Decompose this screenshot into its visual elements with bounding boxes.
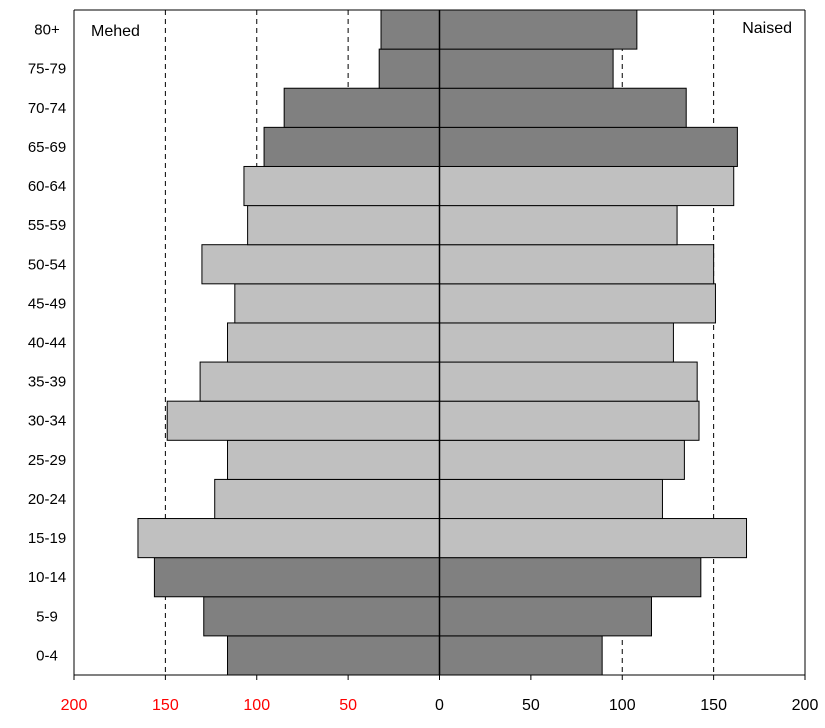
category-label: 45-49 <box>28 295 66 312</box>
bar-right <box>439 439 685 480</box>
bar-left <box>137 518 440 559</box>
legend-left-label: Mehed <box>91 23 140 40</box>
bar-left <box>380 9 440 50</box>
category-label: 5-9 <box>36 608 58 625</box>
x-tick-label: 50 <box>339 697 357 714</box>
bar-left <box>378 48 441 89</box>
bar-right <box>439 518 748 559</box>
category-label: 70-74 <box>28 100 66 117</box>
category-label: 10-14 <box>28 569 66 586</box>
bar-left <box>153 557 440 598</box>
category-label: 55-59 <box>28 217 66 234</box>
axes-group <box>73 9 806 676</box>
category-label: 0-4 <box>36 647 58 664</box>
category-label: 20-24 <box>28 491 66 508</box>
bar-left <box>214 478 440 520</box>
category-label: 60-64 <box>28 178 66 195</box>
bar-left <box>283 87 440 128</box>
bars-group <box>137 9 748 676</box>
x-tick-label: 100 <box>243 697 270 714</box>
category-label: 65-69 <box>28 139 66 156</box>
bar-left <box>234 283 440 324</box>
x-tick-labels: 200 150 100 50 0 50 100 150 200 <box>61 675 819 714</box>
bar-right <box>439 596 652 637</box>
category-labels: 0-4 5-9 10-14 15-19 20-24 25-29 30-34 35-39 40-4… <box>28 22 66 665</box>
bar-right <box>439 400 700 441</box>
bar-left <box>227 322 440 363</box>
bar-right <box>439 48 614 89</box>
bar-left <box>227 635 440 676</box>
bar-right <box>439 635 603 676</box>
bar-right <box>439 244 715 285</box>
x-tick-label: 200 <box>792 697 819 714</box>
x-tick-label: 50 <box>522 697 540 714</box>
category-label: 80+ <box>34 22 60 39</box>
x-tick-label: 150 <box>152 697 179 714</box>
bar-right <box>439 478 663 520</box>
category-label: 75-79 <box>28 61 66 78</box>
bar-left <box>201 244 440 285</box>
category-label: 35-39 <box>28 374 66 391</box>
x-tick-label: 200 <box>61 697 88 714</box>
bar-right <box>439 361 698 402</box>
bar-right <box>439 557 702 598</box>
bar-left <box>263 126 440 167</box>
category-label: 30-34 <box>28 413 66 430</box>
category-label: 50-54 <box>28 256 66 273</box>
bar-left <box>247 205 440 246</box>
bar-left <box>243 165 440 207</box>
category-label: 15-19 <box>28 530 66 547</box>
x-tick-label: 0 <box>435 697 444 714</box>
x-tick-label: 150 <box>700 697 727 714</box>
bar-left <box>203 596 440 637</box>
bar-left <box>227 439 440 480</box>
category-label: 40-44 <box>28 335 66 352</box>
bar-right <box>439 283 716 324</box>
bar-right <box>439 9 638 50</box>
bar-right <box>439 87 687 128</box>
bar-right <box>439 126 738 167</box>
category-label: 25-29 <box>28 452 66 469</box>
bar-left <box>199 361 440 402</box>
bar-right <box>439 205 678 246</box>
x-tick-label: 100 <box>609 697 636 714</box>
bar-right <box>439 165 735 207</box>
bar-right <box>439 322 674 363</box>
legend-right-label: Naised <box>742 20 792 37</box>
bar-left <box>166 400 440 441</box>
